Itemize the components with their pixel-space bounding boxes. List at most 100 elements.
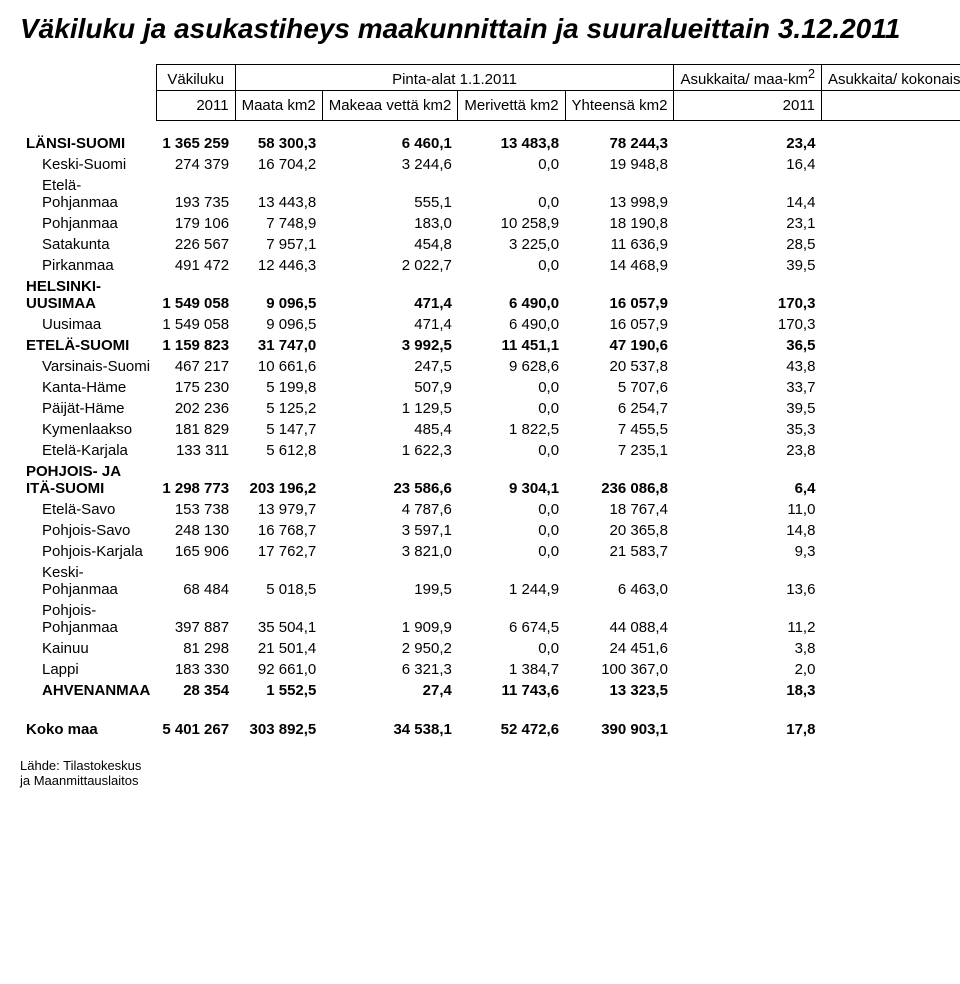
cell: 471,4 xyxy=(322,314,458,335)
cell: 0,0 xyxy=(458,175,565,213)
cell: 0,0 xyxy=(458,154,565,175)
table-row: Lappi183 33092 661,06 321,31 384,7100 36… xyxy=(20,659,960,680)
cell: 0,0 xyxy=(458,520,565,541)
table-row: AHVENANMAA28 3541 552,527,411 743,613 32… xyxy=(20,680,960,701)
cell: 170,3 xyxy=(674,276,822,314)
cell: 11,0 xyxy=(674,499,822,520)
hdr-maata: Maata km2 xyxy=(235,90,322,120)
row-label: Satakunta xyxy=(20,234,156,255)
cell: 6 254,7 xyxy=(565,398,674,419)
hdr-merivetta: Merivettä km2 xyxy=(458,90,565,120)
cell: 17,4 xyxy=(821,133,960,154)
row-label: Päijät-Häme xyxy=(20,398,156,419)
cell: 13,8 xyxy=(821,175,960,213)
cell: 30,7 xyxy=(821,377,960,398)
cell: 16 057,9 xyxy=(565,276,674,314)
table-row: Keski-Pohjanmaa68 4845 018,5199,51 244,9… xyxy=(20,562,960,600)
cell: 34,0 xyxy=(821,255,960,276)
cell: 1 622,3 xyxy=(322,440,458,461)
row-label: Etelä-Pohjanmaa xyxy=(20,175,156,213)
cell: 11 636,9 xyxy=(565,234,674,255)
cell: 16 704,2 xyxy=(235,154,322,175)
table-row: Keski-Suomi274 37916 704,23 244,60,019 9… xyxy=(20,154,960,175)
cell: 7 748,9 xyxy=(235,213,322,234)
row-label: ETELÄ-SUOMI xyxy=(20,335,156,356)
cell: 35 504,1 xyxy=(235,600,322,638)
cell: 10 661,6 xyxy=(235,356,322,377)
cell: 507,9 xyxy=(322,377,458,398)
cell: 6 460,1 xyxy=(322,133,458,154)
row-label: Etelä-Karjala xyxy=(20,440,156,461)
cell: 47 190,6 xyxy=(565,335,674,356)
cell: 34 538,1 xyxy=(322,719,458,740)
cell: 3 821,0 xyxy=(322,541,458,562)
header-row-top: Väkiluku Pinta-alat 1.1.2011 Asukkaita/ … xyxy=(20,64,960,90)
cell: 1 159 823 xyxy=(156,335,235,356)
source-line-2: ja Maanmittauslaitos xyxy=(20,773,940,788)
row-label: Keski-Suomi xyxy=(20,154,156,175)
cell: 0,0 xyxy=(458,377,565,398)
cell: 58 300,3 xyxy=(235,133,322,154)
cell: 27,4 xyxy=(322,680,458,701)
table-row: Pirkanmaa491 47212 446,32 022,70,014 468… xyxy=(20,255,960,276)
cell: 3,8 xyxy=(674,638,822,659)
cell: 133 311 xyxy=(156,440,235,461)
cell: 6 463,0 xyxy=(565,562,674,600)
cell: 22,7 xyxy=(821,356,960,377)
cell: 24,4 xyxy=(821,419,960,440)
cell: 16 057,9 xyxy=(565,314,674,335)
cell: 10 258,9 xyxy=(458,213,565,234)
row-label: Varsinais-Suomi xyxy=(20,356,156,377)
data-table: Väkiluku Pinta-alat 1.1.2011 Asukkaita/ … xyxy=(20,64,960,740)
cell: 6 674,5 xyxy=(458,600,565,638)
cell: 100 367,0 xyxy=(565,659,674,680)
cell: 8,2 xyxy=(821,499,960,520)
cell: 1 384,7 xyxy=(458,659,565,680)
cell: 226 567 xyxy=(156,234,235,255)
cell: 19 948,8 xyxy=(565,154,674,175)
cell: 24 451,6 xyxy=(565,638,674,659)
cell: 9 304,1 xyxy=(458,461,565,499)
row-label: LÄNSI-SUOMI xyxy=(20,133,156,154)
cell: 23 586,6 xyxy=(322,461,458,499)
cell: 2 950,2 xyxy=(322,638,458,659)
source-line-1: Lähde: Tilastokeskus xyxy=(20,758,940,773)
cell: 21 583,7 xyxy=(565,541,674,562)
cell: 4 787,6 xyxy=(322,499,458,520)
table-row: LÄNSI-SUOMI1 365 25958 300,36 460,113 48… xyxy=(20,133,960,154)
page-title: Väkiluku ja asukastiheys maakunnittain j… xyxy=(20,12,940,46)
cell: 5 401 267 xyxy=(156,719,235,740)
cell: 52 472,6 xyxy=(458,719,565,740)
row-label: Pohjanmaa xyxy=(20,213,156,234)
cell: 1 298 773 xyxy=(156,461,235,499)
cell: 485,4 xyxy=(322,419,458,440)
cell: 7 957,1 xyxy=(235,234,322,255)
cell: 491 472 xyxy=(156,255,235,276)
cell: 23,8 xyxy=(674,440,822,461)
cell: 81 298 xyxy=(156,638,235,659)
cell: 6,4 xyxy=(674,461,822,499)
cell: 1 909,9 xyxy=(322,600,458,638)
hdr-asukkaita-maa: Asukkaita/ maa-km2 xyxy=(674,64,822,90)
row-label: Pirkanmaa xyxy=(20,255,156,276)
cell: 390 903,1 xyxy=(565,719,674,740)
cell: 18 190,8 xyxy=(565,213,674,234)
cell: 6 490,0 xyxy=(458,276,565,314)
cell: 2,1 xyxy=(821,680,960,701)
cell: 9,3 xyxy=(674,541,822,562)
cell: 92 661,0 xyxy=(235,659,322,680)
cell: 13 443,8 xyxy=(235,175,322,213)
cell: 43,8 xyxy=(674,356,822,377)
cell: 193 735 xyxy=(156,175,235,213)
total-label: Koko maa xyxy=(20,719,156,740)
cell: 36,5 xyxy=(674,335,822,356)
cell: 28,5 xyxy=(674,234,822,255)
cell: 13,6 xyxy=(674,562,822,600)
cell: 11,2 xyxy=(674,600,822,638)
cell: 13 979,7 xyxy=(235,499,322,520)
row-label: Lappi xyxy=(20,659,156,680)
cell: 19,5 xyxy=(821,234,960,255)
cell: 0,0 xyxy=(458,638,565,659)
row-label: Kymenlaakso xyxy=(20,419,156,440)
cell: 13,8 xyxy=(821,154,960,175)
